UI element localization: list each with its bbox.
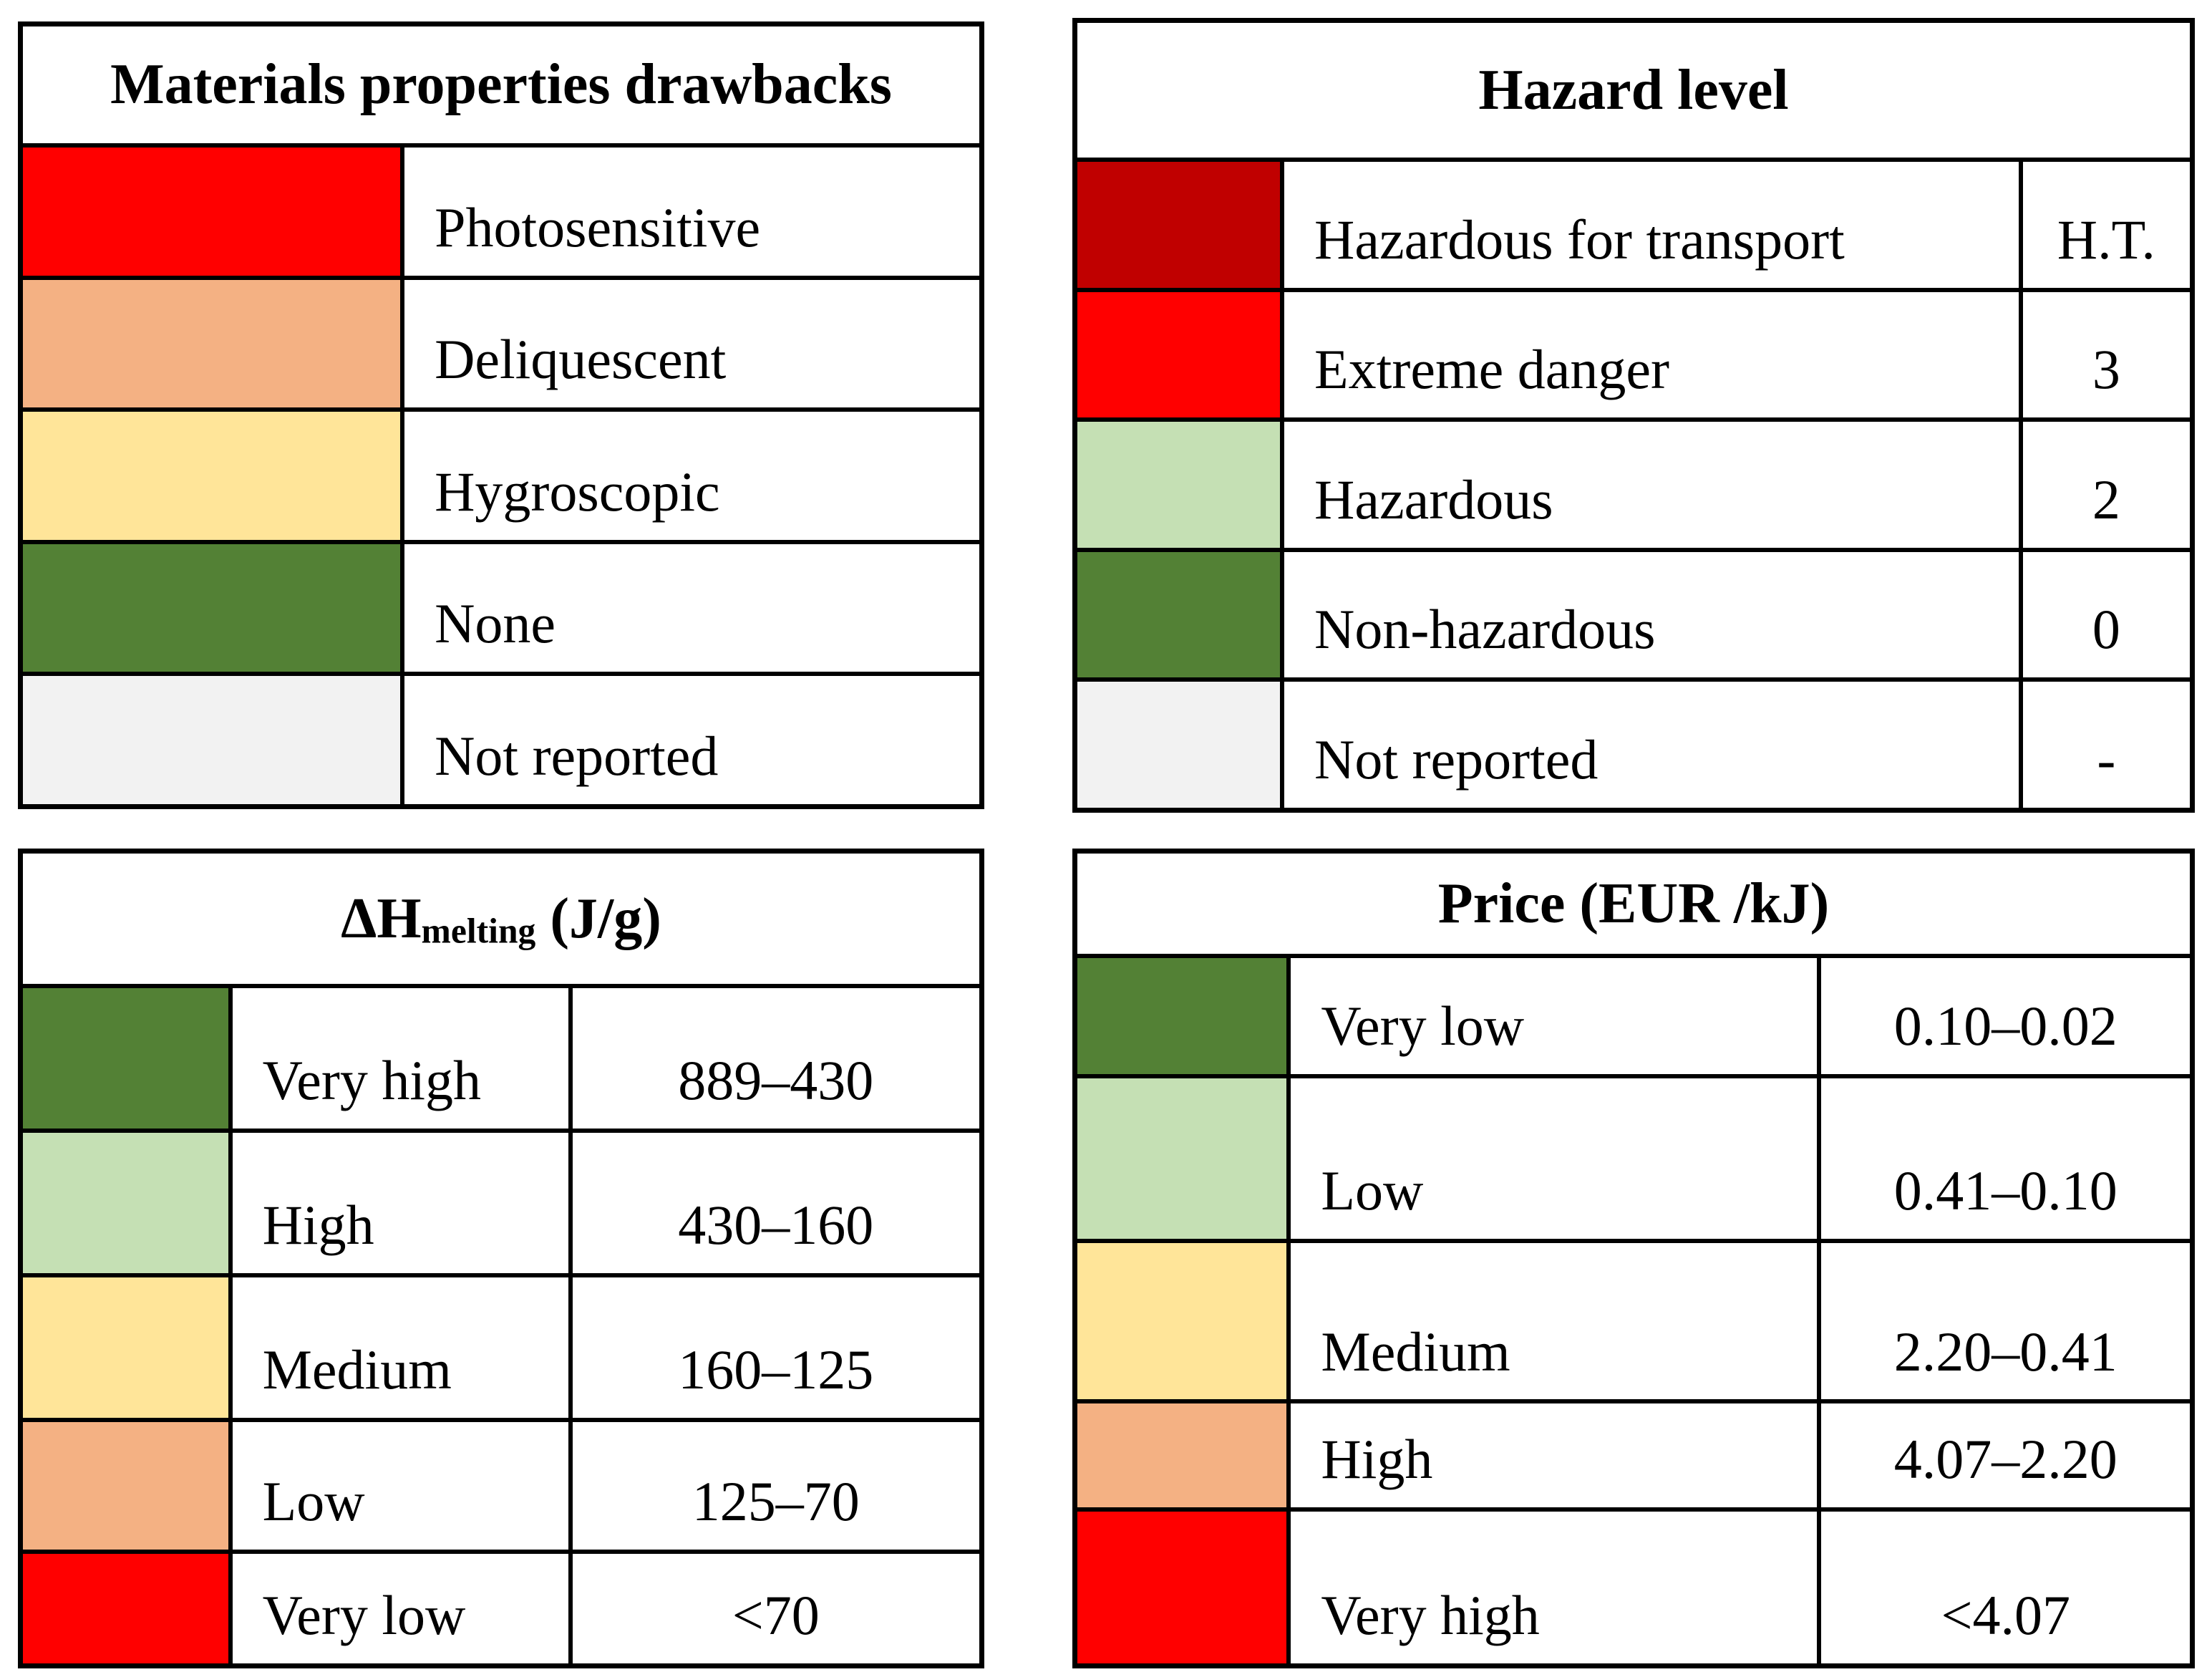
swatch-not-reported [1077,682,1285,808]
table-enthalpy-melting: ΔHmelting (J/g) Very high 889–430 High 4… [18,849,984,1668]
row-value: 0 [2018,551,2190,678]
swatch-extreme-danger [1077,291,1285,418]
table-row: Photosensitive [23,148,979,280]
row-label: Non-hazardous [1314,598,1656,661]
swatch-very-low [23,1553,233,1663]
table-row: Hazardous for transport H.T. [1077,162,2190,292]
table-row: High 430–160 [23,1132,979,1277]
row-label: Hygroscopic [435,460,720,523]
row-label: High [262,1193,374,1256]
row-value: <70 [568,1553,979,1663]
row-label: Not reported [1314,728,1599,791]
row-label: Very high [1321,1584,1540,1647]
row-label: Extreme danger [1314,338,1669,401]
table-title-bar: ΔHmelting (J/g) [23,854,979,988]
table-row: Low 125–70 [23,1421,979,1554]
swatch-deliquescent [23,279,405,408]
row-value: 889–430 [568,988,979,1129]
title-prefix: ΔH [341,886,422,950]
swatch-hazardous-for-transport [1077,162,1285,288]
row-label: Not reported [435,725,719,788]
table-row: Hazardous 2 [1077,422,2190,552]
row-label: Very high [262,1049,482,1112]
row-label: Low [1321,1159,1424,1222]
table-row: Very low <70 [23,1553,979,1663]
swatch-medium [1077,1242,1291,1400]
row-label: Photosensitive [435,195,761,258]
swatch-high [1077,1403,1291,1507]
swatch-not-reported [23,676,405,804]
row-value: 2 [2018,422,2190,548]
table-title-bar: Price (EUR /kJ) [1077,854,2190,958]
table-body: Very high 889–430 High 430–160 Medium 16… [23,988,979,1663]
table-row: Hygroscopic [23,412,979,544]
row-value: 0.41–0.10 [1817,1078,2190,1239]
swatch-photosensitive [23,148,405,276]
table-body: Very low 0.10–0.02 Low 0.41–0.10 Medium … [1077,958,2190,1664]
row-value: 4.07–2.20 [1817,1403,2190,1507]
table-row: Not reported - [1077,682,2190,808]
table-materials-properties-drawbacks: Materials properties drawbacks Photosens… [18,21,984,809]
row-value: 160–125 [568,1277,979,1418]
table-row: Very low 0.10–0.02 [1077,958,2190,1079]
swatch-high [23,1132,233,1273]
table-row: Low 0.41–0.10 [1077,1078,2190,1243]
table-title: Materials properties drawbacks [110,53,892,116]
row-label: Hazardous [1314,468,1553,531]
table-title: Price (EUR /kJ) [1437,871,1830,935]
table-row: Medium 2.20–0.41 [1077,1242,2190,1404]
row-label: None [435,592,556,655]
row-label: Very low [1321,995,1525,1058]
row-value: 3 [2018,291,2190,418]
row-value: H.T. [2018,162,2190,288]
swatch-very-high [1077,1511,1291,1664]
row-label: Hazardous for transport [1314,208,1845,271]
table-row: High 4.07–2.20 [1077,1403,2190,1512]
row-label: Medium [1321,1320,1510,1383]
row-value: <4.07 [1817,1511,2190,1664]
row-value: 125–70 [568,1421,979,1550]
table-row: Not reported [23,676,979,804]
title-suffix: (J/g) [535,886,661,950]
swatch-very-low [1077,958,1291,1075]
table-row: Very high <4.07 [1077,1511,2190,1664]
swatch-none [23,543,405,672]
table-title-bar: Materials properties drawbacks [23,26,979,148]
table-body: Photosensitive Deliquescent Hygroscopic … [23,148,979,804]
row-label: High [1321,1427,1433,1490]
table-title-bar: Hazard level [1077,23,2190,162]
swatch-low [1077,1078,1291,1239]
row-label: Very low [262,1584,466,1647]
row-label: Low [262,1469,365,1532]
row-value: - [2018,682,2190,808]
table-row: Very high 889–430 [23,988,979,1133]
row-label: Deliquescent [435,328,727,391]
row-label: Medium [262,1338,452,1401]
swatch-non-hazardous [1077,551,1285,678]
swatch-medium [23,1277,233,1418]
row-value: 2.20–0.41 [1817,1242,2190,1400]
table-row: Non-hazardous 0 [1077,551,2190,682]
table-row: Medium 160–125 [23,1277,979,1422]
swatch-hazardous [1077,422,1285,548]
swatch-very-high [23,988,233,1129]
table-price: Price (EUR /kJ) Very low 0.10–0.02 Low 0… [1072,849,2195,1668]
table-body: Hazardous for transport H.T. Extreme dan… [1077,162,2190,808]
table-row: Deliquescent [23,279,979,412]
title-subscript: melting [421,910,536,950]
row-value: 430–160 [568,1132,979,1273]
table-title: ΔHmelting (J/g) [341,886,661,952]
swatch-low [23,1421,233,1550]
table-row: Extreme danger 3 [1077,291,2190,422]
row-value: 0.10–0.02 [1817,958,2190,1075]
swatch-hygroscopic [23,412,405,540]
table-row: None [23,543,979,677]
table-hazard-level: Hazard level Hazardous for transport H.T… [1072,18,2195,813]
table-title: Hazard level [1478,58,1789,122]
